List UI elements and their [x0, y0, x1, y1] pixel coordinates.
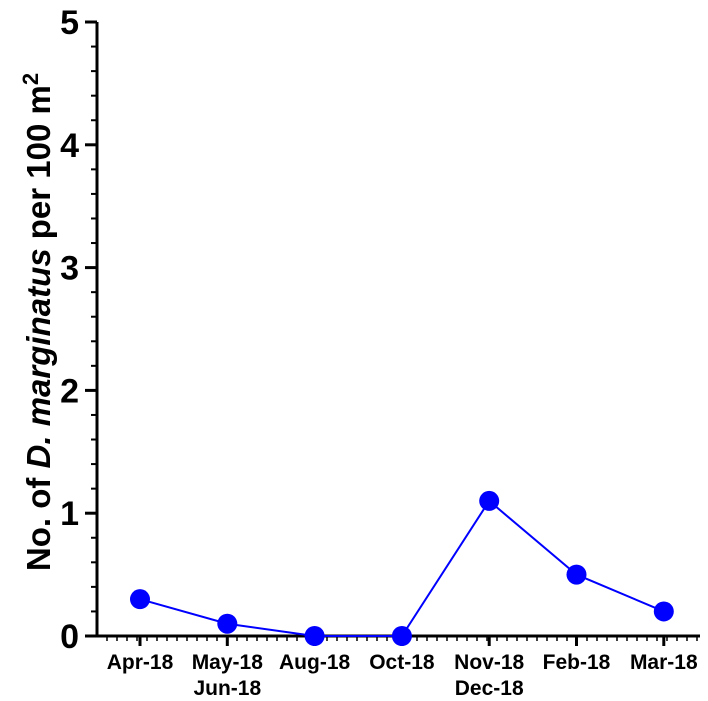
x-tick-label: May-18 [192, 651, 264, 674]
x-tick-label: Dec-18 [455, 677, 524, 700]
y-tick-label: 1 [60, 495, 79, 533]
x-tick-label: Feb-18 [543, 651, 611, 674]
data-point [391, 626, 412, 646]
y-tick-label: 0 [60, 618, 79, 656]
data-point [304, 626, 325, 646]
x-axis: Apr-18 May-18 Jun-18 Aug-18 Oct-18 Nov-18 Dec-… [97, 634, 700, 700]
series-line [139, 499, 665, 637]
y-tick-label: 5 [60, 4, 79, 42]
x-tick-label: Jun-18 [193, 677, 261, 700]
y-tick-label: 2 [60, 372, 79, 410]
data-point [130, 589, 150, 610]
y-tick-label: 3 [60, 250, 79, 288]
series-group [130, 490, 674, 646]
x-tick-label: Apr-18 [107, 651, 174, 674]
x-tick-label: Aug-18 [279, 651, 350, 674]
data-point [479, 490, 500, 511]
y-axis-label: No. of D. marginatus per 100 m2 [18, 73, 58, 571]
data-point [653, 601, 674, 622]
x-tick-label: Oct-18 [369, 651, 435, 674]
data-point [217, 613, 238, 634]
y-tick-label: 4 [60, 127, 79, 165]
x-tick-label: Mar-18 [630, 651, 698, 674]
y-axis: 0 1 2 3 4 5 [60, 4, 99, 656]
x-tick-label: Nov-18 [454, 651, 524, 674]
data-point [566, 564, 587, 585]
